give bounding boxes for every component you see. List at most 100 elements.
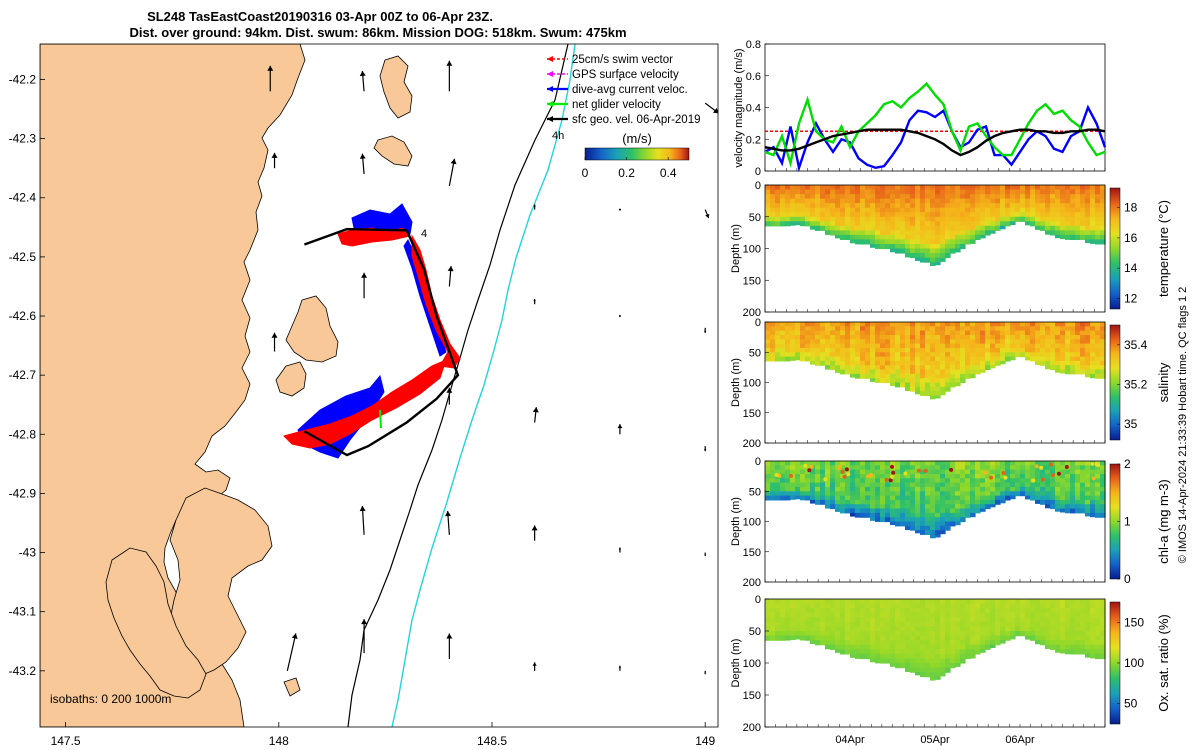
- heatmap-cell: [820, 461, 826, 466]
- colorbar-tick-label: 35: [1124, 417, 1138, 431]
- heatmap-cell: [845, 322, 851, 327]
- heatmap-cell: [1010, 207, 1016, 213]
- heatmap-cell: [995, 626, 1001, 632]
- heatmap-cell: [1100, 603, 1106, 609]
- heatmap-cell: [915, 653, 921, 660]
- heatmap-cell: [855, 495, 861, 501]
- heatmap-cell: [805, 461, 811, 466]
- velocity-ytick-label: 0: [755, 166, 761, 178]
- heatmap-cell: [800, 207, 806, 213]
- heatmap-cell: [840, 612, 846, 618]
- heatmap-cell: [800, 469, 806, 475]
- map-ytick-label: -42.6: [9, 309, 37, 323]
- heatmap-cell: [880, 373, 886, 379]
- heatmap-cell: [1055, 203, 1061, 209]
- heatmap-cell: [1000, 326, 1006, 332]
- heatmap-cell: [1020, 335, 1026, 340]
- heatmap-cell: [860, 343, 866, 349]
- heatmap-cell: [925, 253, 931, 259]
- heatmap-cell: [1030, 621, 1036, 628]
- heatmap-cell: [880, 203, 886, 209]
- heatmap-cell: [1020, 603, 1026, 609]
- heatmap-cell: [990, 207, 996, 213]
- current-vector: [704, 102, 718, 114]
- heatmap-cell: [975, 495, 981, 501]
- heatmap-cell: [1095, 512, 1101, 518]
- heatmap-cell: [965, 608, 971, 614]
- heatmap-cell: [765, 608, 771, 614]
- heatmap-cell: [910, 667, 916, 673]
- heatmap-cell: [840, 631, 846, 637]
- heatmap-cell: [1050, 356, 1056, 362]
- heatmap-cell: [780, 189, 786, 195]
- heatmap-cell: [980, 212, 986, 218]
- heatmap-cell: [855, 461, 861, 466]
- heatmap-cell: [1050, 221, 1056, 227]
- heatmap-cell: [810, 322, 816, 327]
- heatmap-cell: [840, 212, 846, 218]
- heatmap-cell: [765, 212, 771, 218]
- current-vector: [448, 158, 457, 187]
- heatmap-cell: [825, 339, 831, 345]
- heatmap-cell: [945, 386, 951, 392]
- heatmap-cell: [950, 603, 956, 609]
- heatmap-cell: [1100, 649, 1106, 655]
- heatmap-cell: [885, 360, 891, 366]
- heatmap-cell: [955, 216, 961, 222]
- heatmap-cell: [875, 491, 881, 497]
- current-vector-head: [704, 672, 707, 675]
- heatmap-cell: [980, 369, 986, 373]
- heatmap-cell: [965, 491, 971, 497]
- heatmap-cell: [905, 658, 911, 664]
- heatmap-cell: [975, 347, 981, 353]
- heatmap-cell: [905, 212, 911, 218]
- heatmap-cell: [865, 230, 871, 236]
- heatmap-cell: [1050, 612, 1056, 618]
- heatmap-cell: [855, 640, 861, 646]
- heatmap-ytick-label: 0: [755, 456, 761, 468]
- heatmap-cell: [970, 365, 976, 371]
- heatmap-cell: [1085, 644, 1091, 650]
- heatmap-cell: [775, 203, 781, 209]
- heatmap-cell: [1070, 198, 1076, 204]
- heatmap-cell: [880, 189, 886, 195]
- heatmap-cell: [955, 326, 961, 332]
- heatmap-cell: [965, 347, 971, 353]
- heatmap-cell: [890, 207, 896, 213]
- heatmap-cell: [965, 508, 971, 514]
- heatmap-cell: [805, 599, 811, 605]
- heatmap-cell: [1045, 212, 1051, 218]
- heatmap-cell: [935, 395, 941, 399]
- isobath-1000m: [391, 44, 576, 727]
- heatmap-cell: [970, 373, 976, 379]
- heatmap-cell: [895, 521, 901, 527]
- heatmap-cell: [965, 198, 971, 204]
- heatmap-cell: [965, 617, 971, 623]
- heatmap-cell: [800, 198, 806, 204]
- heatmap-cell: [1085, 478, 1091, 484]
- heatmap-cell: [785, 352, 791, 358]
- heatmap-cell: [880, 612, 886, 618]
- heatmap-cell: [1055, 185, 1061, 191]
- heatmap-cell: [990, 495, 996, 501]
- heatmap-cell: [935, 649, 941, 655]
- heatmap-cell: [1085, 216, 1091, 222]
- heatmap-cell: [985, 635, 991, 641]
- heatmap-cell: [905, 525, 911, 530]
- heatmap-cell: [925, 257, 931, 263]
- heatmap-cell: [875, 621, 881, 628]
- heatmap-cell: [885, 608, 891, 614]
- heatmap-cell: [940, 672, 946, 677]
- heatmap-cell: [905, 322, 911, 327]
- heatmap-cell: [895, 326, 901, 332]
- heatmap-cell: [925, 461, 931, 466]
- heatmap-cell: [790, 347, 796, 353]
- heatmap-cell: [1095, 465, 1101, 471]
- heatmap-cell: [900, 663, 906, 669]
- heatmap-cell: [895, 635, 901, 641]
- heatmap-cell: [945, 352, 951, 358]
- heatmap-cell: [870, 373, 876, 379]
- heatmap-cell: [960, 244, 966, 250]
- heatmap-cell: [960, 352, 966, 358]
